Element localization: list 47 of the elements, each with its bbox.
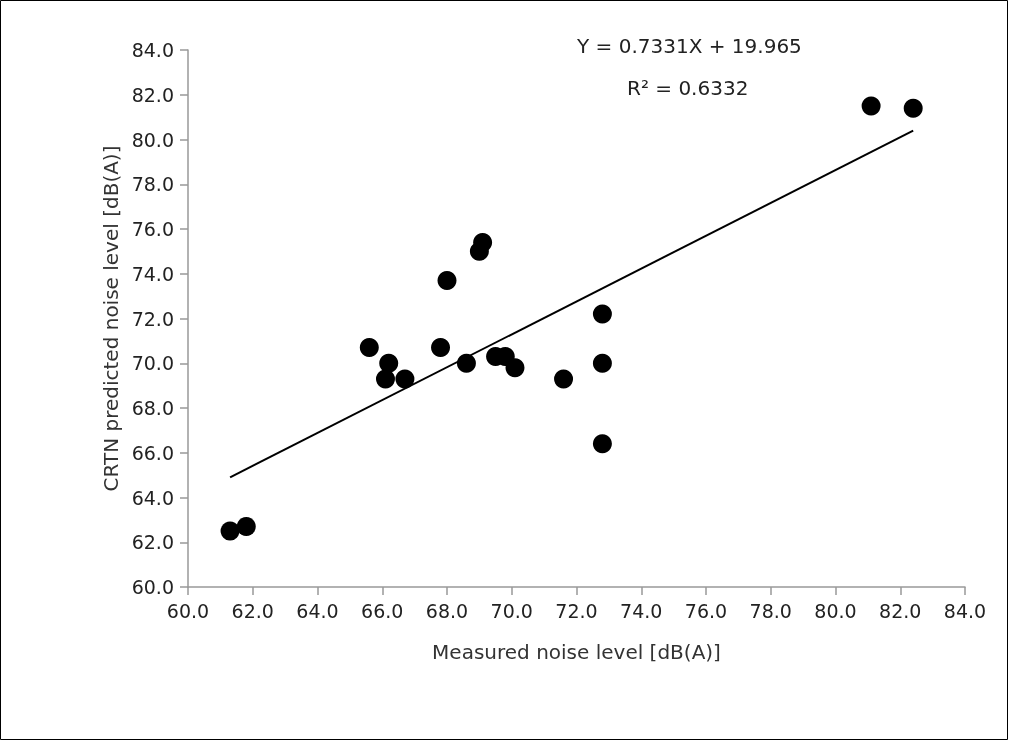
point	[592, 353, 612, 373]
y-tick-label: 68.0	[131, 397, 174, 419]
point	[554, 369, 574, 389]
y-tick-label: 80.0	[131, 128, 174, 151]
x-tick-label: 82.0	[879, 599, 922, 622]
point	[236, 517, 256, 537]
point	[437, 270, 457, 290]
point	[220, 521, 240, 541]
point	[505, 358, 525, 378]
point	[903, 98, 923, 118]
point	[379, 353, 399, 373]
y-axis-title: CRTN predicted noise level [dB(A)]	[98, 145, 123, 492]
x-tick-label: 76.0	[684, 599, 728, 622]
point	[861, 96, 881, 116]
y-tick-label: 66.0	[131, 441, 174, 464]
x-tick-label: 80.0	[814, 599, 857, 622]
x-tick-label: 78.0	[749, 599, 792, 622]
y-tick-label: 84.0	[131, 39, 174, 61]
x-tick-label: 84.0	[943, 599, 987, 622]
y-tick-label: 62.0	[131, 531, 174, 554]
y-tick-label: 78.0	[131, 173, 174, 196]
x-tick-label: 62.0	[231, 599, 274, 622]
y-tick-label: 72.0	[131, 307, 174, 330]
x-tick-label: 72.0	[555, 599, 598, 622]
x-tick-label: 70.0	[490, 599, 533, 622]
point	[376, 369, 395, 389]
annotation: R² = 0.6332	[627, 76, 749, 100]
x-tick-label: 66.0	[361, 599, 404, 622]
y-tick-label: 76.0	[131, 218, 174, 240]
point	[431, 338, 451, 358]
y-tick-label: 82.0	[131, 83, 174, 106]
y-tick-label: 74.0	[131, 262, 174, 285]
y-tick-label: 70.0	[131, 352, 174, 375]
point	[592, 434, 612, 454]
point	[592, 304, 612, 324]
x-tick-label: 74.0	[620, 599, 663, 622]
x-tick-label: 68.0	[425, 599, 469, 622]
point	[359, 338, 379, 358]
x-tick-label: 64.0	[296, 599, 339, 622]
point	[456, 353, 476, 373]
x-axis-title: Measured noise level [dB(A)]	[432, 640, 721, 664]
annotation: Y = 0.7331X + 19.965	[576, 34, 802, 58]
point	[395, 369, 415, 389]
y-tick-label: 60.0	[131, 576, 174, 598]
y-tick-label: 64.0	[131, 486, 174, 509]
point	[473, 232, 493, 252]
x-tick-label: 60.0	[166, 599, 210, 622]
